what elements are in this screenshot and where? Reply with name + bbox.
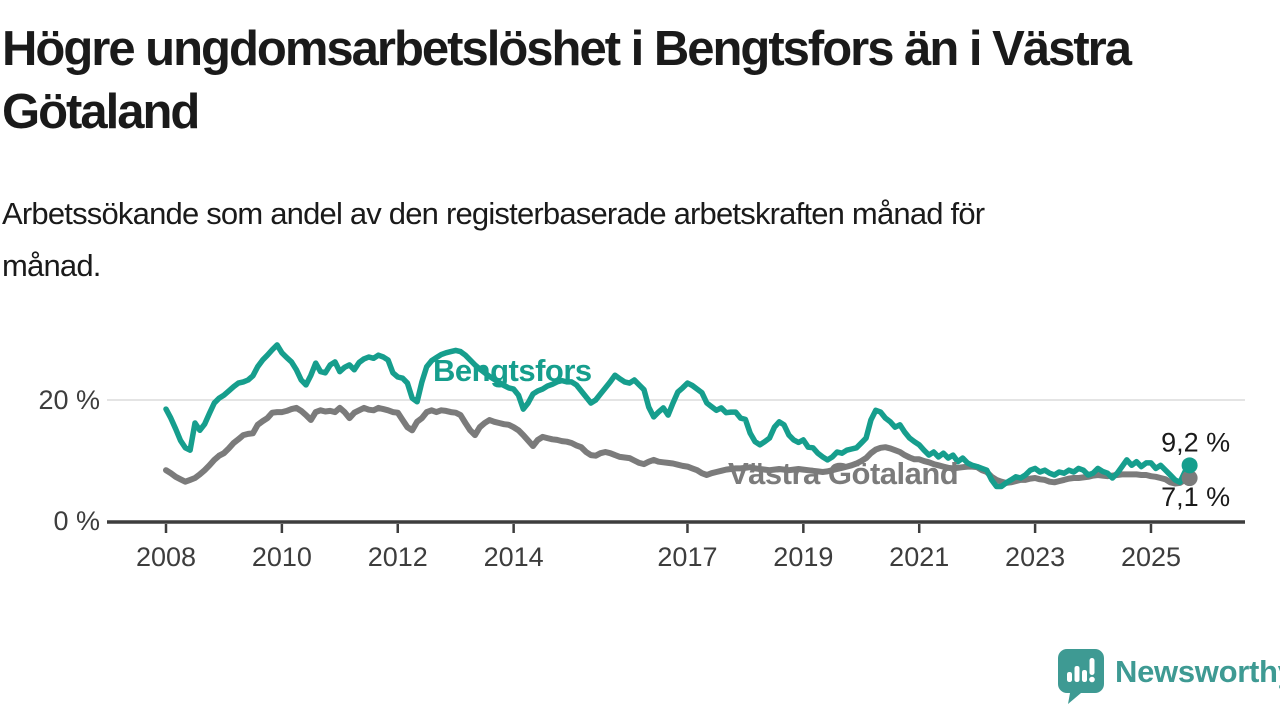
y-axis-label: 20 % [38, 385, 100, 415]
x-axis-label: 2008 [136, 542, 196, 572]
x-axis-label: 2014 [484, 542, 544, 572]
x-axis-label: 2025 [1121, 542, 1181, 572]
series-label-vastra-gotaland: Västra Götaland [728, 456, 958, 491]
series-line-bengtsfors [163, 342, 1193, 490]
newsworthy-logo-icon [1058, 649, 1104, 704]
newsworthy-logo: Newsworthy [1057, 648, 1280, 704]
end-value-label-bengtsfors: 9,2 % [1161, 427, 1230, 457]
page-title-line1: Högre ungdomsarbetslöshet i Bengtsfors ä… [2, 22, 1132, 76]
chart-subtitle: Arbetssökande som andel av den registerb… [2, 188, 1212, 292]
newsworthy-logo-text: Newsworthy [1115, 654, 1280, 689]
page-title-line2: Götaland [2, 85, 200, 139]
page-title: Högre ungdomsarbetslöshet i Bengtsfors ä… [2, 18, 1272, 144]
x-axis-label: 2023 [1005, 542, 1065, 572]
chart-subtitle-line1: Arbetssökande som andel av den registerb… [2, 196, 985, 231]
y-axis-label: 0 % [53, 506, 100, 536]
x-axis-label: 2012 [368, 542, 428, 572]
end-dot-bengtsfors [1181, 457, 1198, 474]
x-axis-label: 2017 [657, 542, 717, 572]
end-value-label-vastra-gotaland: 7,1 % [1161, 482, 1230, 512]
end-dot-vastra-gotaland [1181, 470, 1198, 487]
chart-subtitle-line2: månad. [2, 248, 101, 283]
logo-bars-icon [1067, 658, 1095, 683]
x-axis-label: 2021 [889, 542, 949, 572]
series-label-bengtsfors: Bengtsfors [433, 353, 592, 388]
x-axis-label: 2010 [252, 542, 312, 572]
x-axis-label: 2019 [773, 542, 833, 572]
